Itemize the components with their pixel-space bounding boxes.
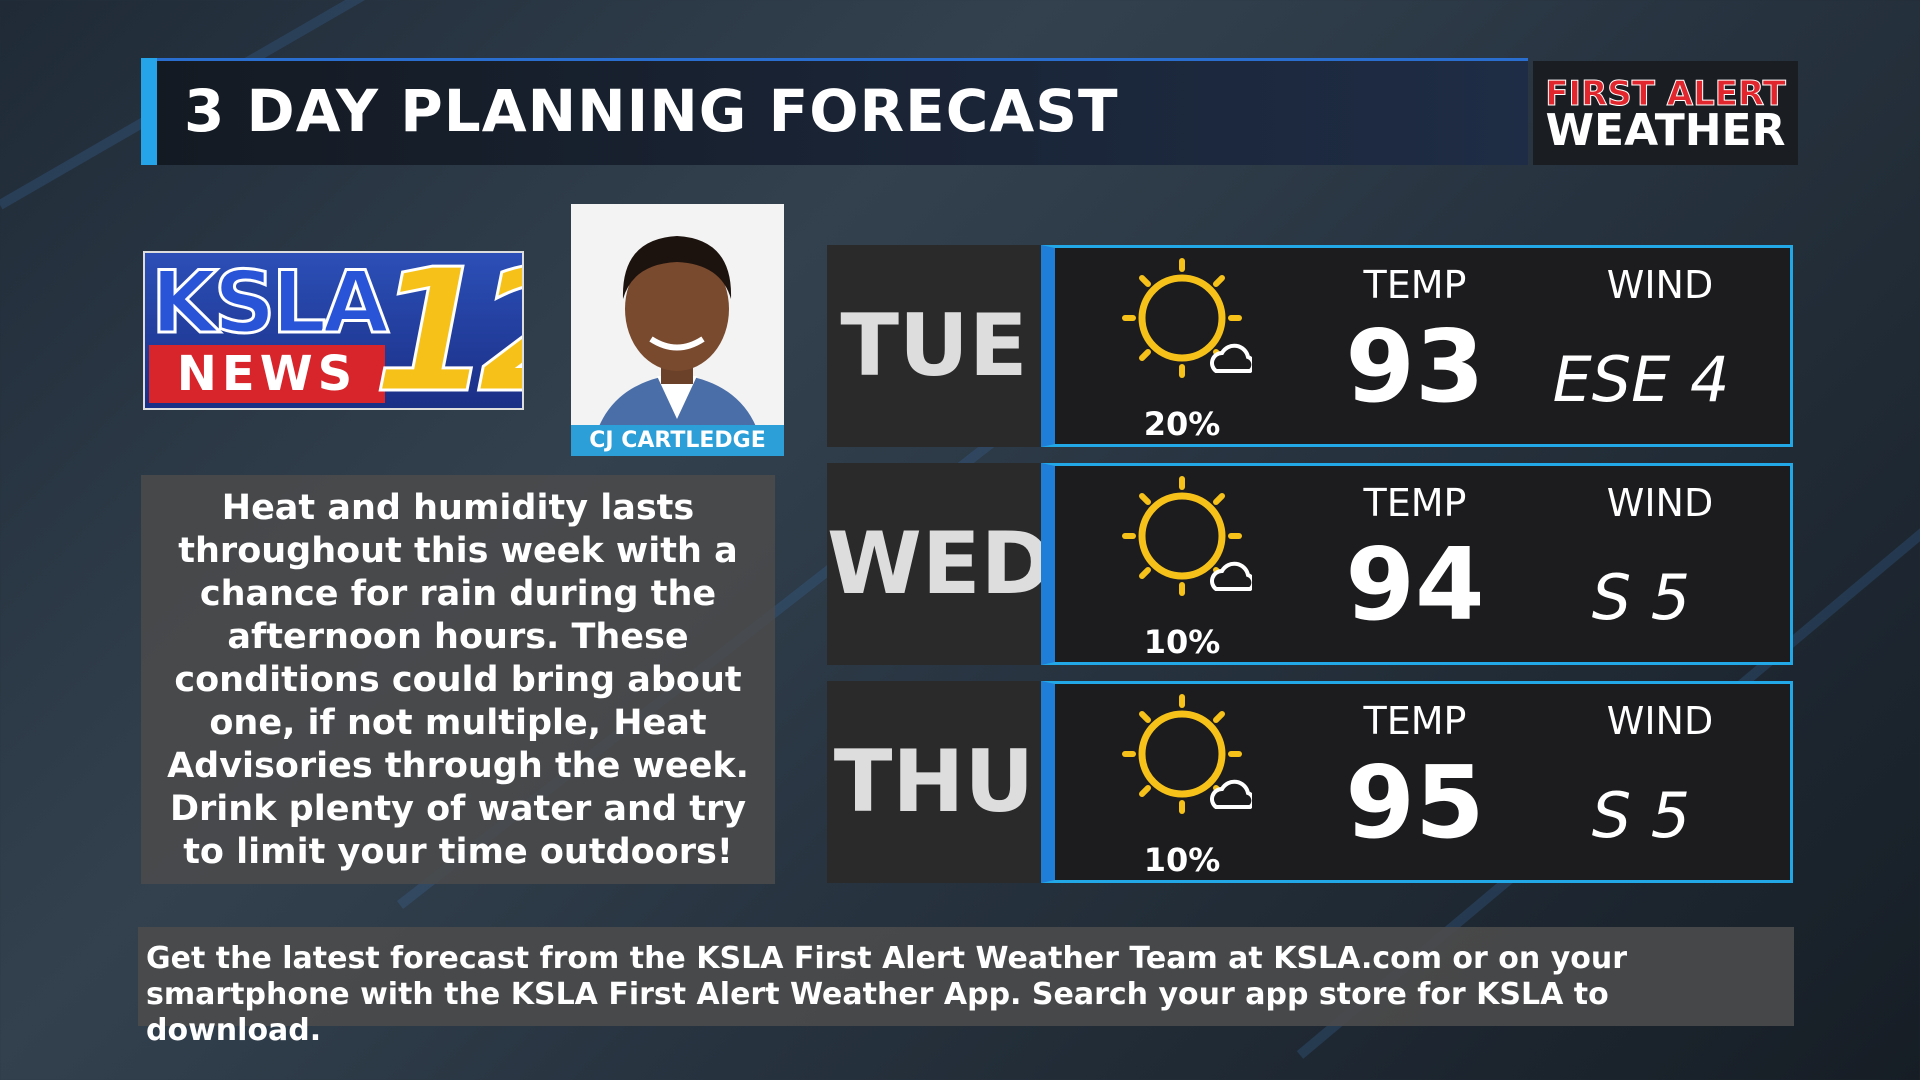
rain-chance: 20% (1143, 405, 1221, 443)
day-label: WED (827, 463, 1052, 665)
presenter-name: CJ CARTLEDGE (571, 425, 784, 456)
wind-value: S 5 (1591, 561, 1691, 634)
temp-value: 93 (1345, 308, 1485, 425)
temp-value: 95 (1345, 744, 1485, 861)
channel: 12 (372, 251, 522, 410)
header-accent (141, 58, 157, 165)
call-sign: KSLA (150, 253, 391, 355)
rain-chance: 10% (1143, 841, 1221, 879)
temp-label: TEMP (1363, 481, 1467, 525)
day-label: THU (827, 681, 1041, 883)
weather-icon (1112, 689, 1252, 819)
wind-value: ESE 4 (1552, 343, 1730, 416)
photo-illustration (571, 204, 784, 456)
wind-value: S 5 (1591, 779, 1691, 852)
news-label: NEWS (149, 345, 385, 403)
summary-text: Heat and humidity lasts throughout this … (141, 475, 775, 884)
brand-logo: FIRST ALERT WEATHER (1533, 61, 1798, 165)
brand-line: FIRST ALERT (1545, 74, 1787, 114)
header-bar (141, 58, 1528, 165)
temp-label: TEMP (1363, 699, 1467, 743)
wind-label: WIND (1606, 263, 1714, 307)
title: 3 DAY PLANNING FORECAST (184, 77, 1119, 145)
station-logo: KSLA NEWS 12 (143, 251, 524, 410)
day-label: TUE (827, 245, 1041, 447)
weather-icon (1112, 471, 1252, 601)
wind-label: WIND (1606, 699, 1714, 743)
rain-chance: 10% (1143, 623, 1221, 661)
wind-label: WIND (1606, 481, 1714, 525)
temp-value: 94 (1345, 526, 1485, 643)
footer-text: Get the latest forecast from the KSLA Fi… (138, 927, 1794, 1048)
weather-icon (1112, 253, 1252, 383)
temp-label: TEMP (1363, 263, 1467, 307)
presenter-photo (571, 204, 784, 456)
brand-line: WEATHER (1545, 105, 1786, 156)
